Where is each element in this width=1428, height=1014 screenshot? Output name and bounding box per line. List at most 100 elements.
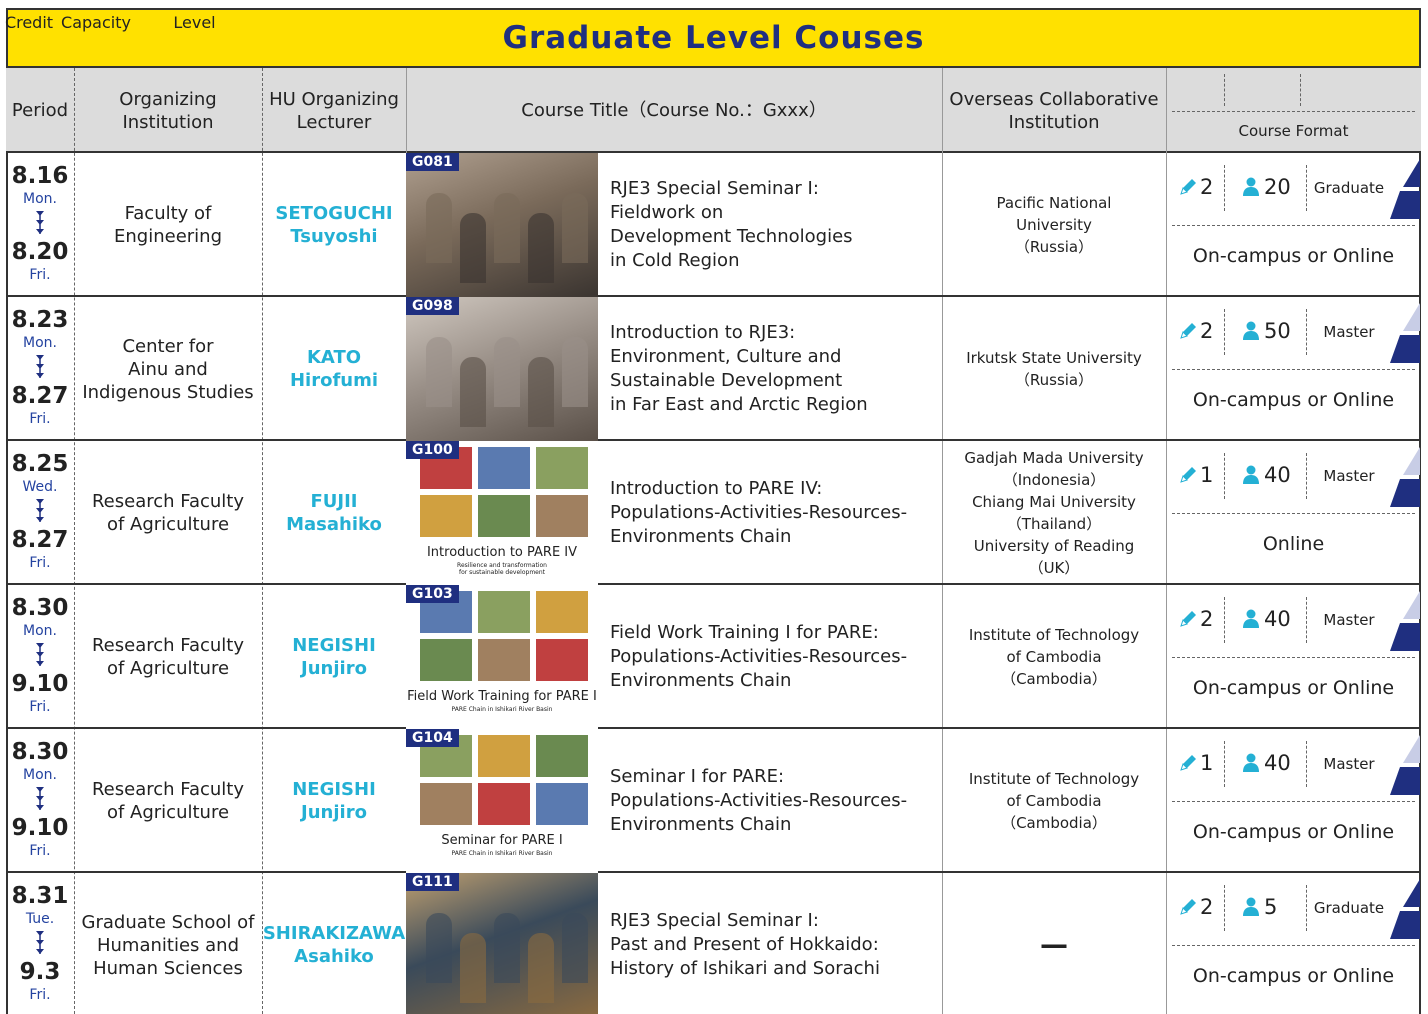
level: Master [1323, 755, 1375, 773]
course-title-line: in Far East and Arctic Region [610, 394, 868, 415]
photo-shape [562, 193, 588, 263]
column-header: Course Format [1166, 113, 1421, 149]
lecturer-line: KATO [306, 347, 362, 368]
overseas-line: （Russia） [1014, 238, 1094, 256]
end-day: Fri. [29, 699, 51, 715]
lecturer-line: Junjiro [301, 802, 367, 823]
course-title: Introduction to RJE3: Environment, Cultur… [610, 297, 940, 441]
photo-tile [536, 783, 588, 825]
column-header-text: HU Organizing [269, 88, 399, 110]
end-day: Fri. [29, 843, 51, 859]
lecturer: KATO Hirofumi [262, 297, 406, 441]
divider [1306, 165, 1307, 211]
course-number: G098 [406, 297, 459, 315]
image-subcaption-line: PARE Chain in Ishikari River Basin [451, 850, 553, 857]
overseas: — [942, 873, 1166, 1014]
course-title-line: Environment, Culture and [610, 346, 842, 367]
course-title-line: Introduction to RJE3: [610, 322, 796, 343]
institution-line: of Agriculture [106, 514, 230, 535]
divider [1224, 597, 1225, 643]
course-title: Seminar I for PARE: Populations-Activitie… [610, 729, 940, 873]
column-header-text: Institution [1008, 111, 1100, 133]
lecturer-line: NEGISHI [292, 635, 376, 656]
image-caption: Field Work Training for PARE I [407, 689, 597, 704]
end-date: 9.10 [11, 671, 69, 697]
divider [1224, 453, 1225, 499]
end-date: 8.20 [11, 239, 69, 265]
overseas: Institute of Technology of Cambodia （Cambo… [942, 585, 1166, 729]
photo-shape [528, 357, 554, 427]
icon [1243, 177, 1259, 196]
icon [1180, 611, 1196, 627]
column-header-text: Credit [4, 12, 54, 32]
course-info: 1 40 Master Online [1166, 441, 1421, 585]
divider [1172, 945, 1415, 946]
overseas-line: Chiang Mai University [972, 493, 1136, 511]
course-title-line: Field Work Training I for PARE: [610, 622, 879, 643]
credit: 1 [1200, 751, 1214, 775]
course-number: G111 [406, 873, 459, 891]
column-header-text: Capacity [61, 12, 131, 32]
institution-line: Engineering [114, 226, 222, 247]
course-number: G104 [406, 729, 459, 747]
divider [1172, 801, 1415, 802]
icon [1390, 591, 1420, 651]
institution-line: Graduate School of [81, 911, 255, 933]
column-header: Level [134, 6, 255, 38]
period: 8.25 Wed. 8.27 Fri. [6, 441, 74, 585]
institution: Research Faculty of Agriculture [74, 729, 262, 873]
column-header: Period [6, 68, 74, 153]
course-format: On-campus or Online [1192, 965, 1395, 987]
end-day: Fri. [29, 987, 51, 1003]
photo-shape [426, 913, 452, 983]
overseas-line: （Russia） [1014, 371, 1094, 389]
lecturer: NEGISHI Junjiro [262, 729, 406, 873]
start-date: 8.16 [11, 163, 69, 189]
period: 8.30 Mon. 9.10 Fri. [6, 585, 74, 729]
overseas-line: （UK） [1028, 559, 1080, 577]
course-title-line: Introduction to PARE IV: [610, 478, 823, 499]
start-date: 8.30 [11, 739, 69, 765]
column-header-text: Institution [122, 111, 214, 133]
divider [1306, 453, 1307, 499]
overseas-line: University [1016, 216, 1092, 234]
photo-tile [536, 639, 588, 681]
divider [1172, 657, 1415, 658]
icon [1180, 899, 1196, 915]
course-info: 2 50 Master On-campus or Online [1166, 297, 1421, 441]
divider [1224, 309, 1225, 355]
institution-line: Research Faculty [91, 491, 245, 512]
icon [36, 931, 44, 954]
title-bar: Graduate Level Couses [6, 8, 1421, 68]
icon [1180, 755, 1196, 771]
start-date: 8.30 [11, 595, 69, 621]
column-header: HU Organizing Lecturer [262, 68, 406, 153]
course-photo: G111 [406, 873, 598, 1014]
start-day: Tue. [25, 911, 55, 927]
start-date: 8.23 [11, 307, 69, 333]
lecturer: SHIRAKIZAWA Asahiko [262, 873, 406, 1014]
course-title: Field Work Training I for PARE: Populatio… [610, 585, 940, 729]
start-date: 8.31 [11, 883, 69, 909]
level: Graduate [1313, 899, 1385, 917]
column-header-text: Level [173, 12, 216, 32]
column-header: Capacity [58, 6, 134, 38]
capacity: 40 [1264, 463, 1291, 487]
institution-line: Faculty of [124, 203, 212, 224]
start-day: Mon. [23, 335, 57, 351]
course-photo: G098 [406, 297, 598, 441]
photo-tile [478, 783, 530, 825]
course-title-line: Populations-Activities-Resources- [610, 790, 908, 811]
course-title-line: Past and Present of Hokkaido: [610, 934, 879, 955]
institution-line: of Agriculture [106, 658, 230, 679]
period: 8.31 Tue. 9.3 Fri. [6, 873, 74, 1014]
course-info: 2 5 Graduate On-campus or Online [1166, 873, 1421, 1014]
institution-line: of Agriculture [106, 802, 230, 823]
start-day: Mon. [23, 623, 57, 639]
course-title-line: RJE3 Special Seminar I: [610, 178, 819, 199]
divider [1224, 741, 1225, 787]
image-subcaption-line: PARE Chain in Ishikari River Basin [451, 706, 553, 713]
end-day: Fri. [29, 267, 51, 283]
column-header: Course Title（Course No.：Gxxx） [406, 68, 942, 153]
overseas: Institute of Technology of Cambodia （Cambo… [942, 729, 1166, 873]
